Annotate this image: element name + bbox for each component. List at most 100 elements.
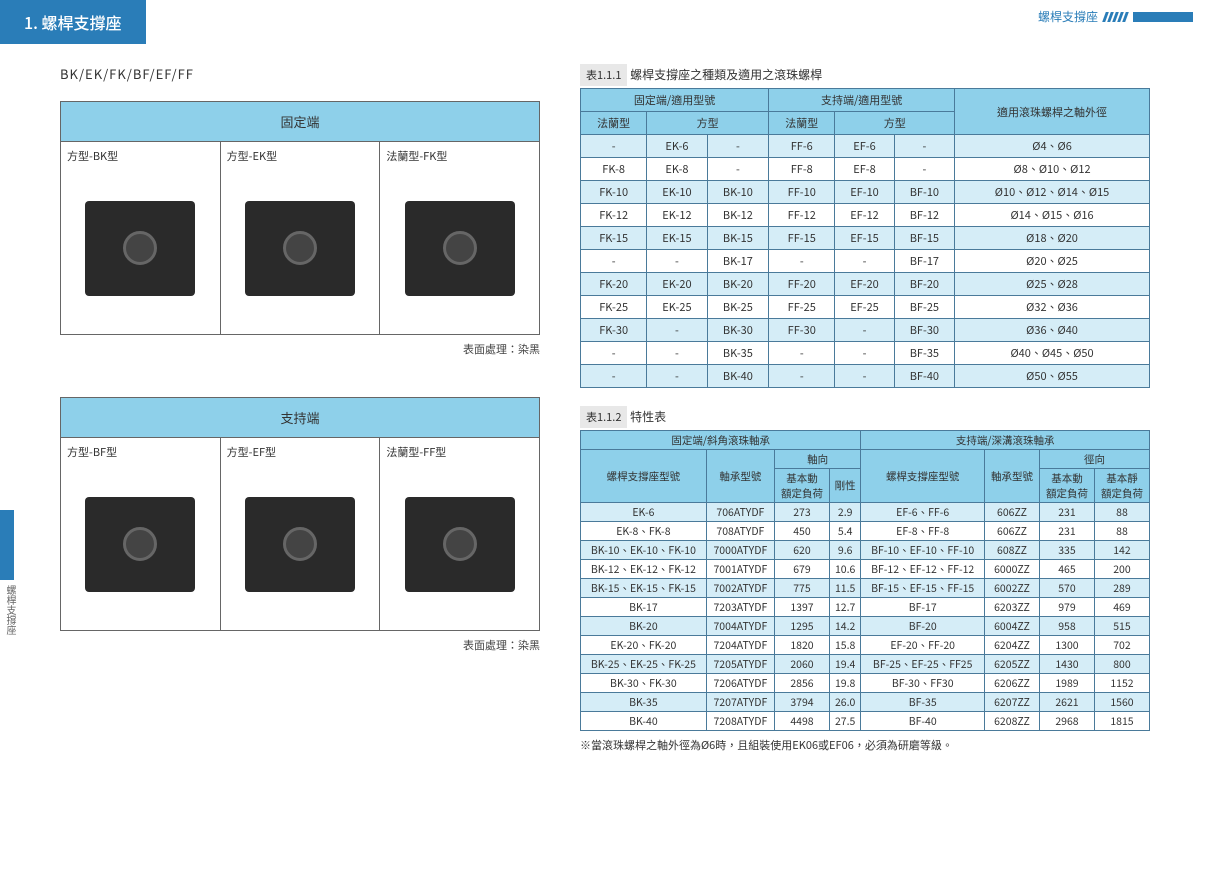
table-cell: BK-25、EK-25、FK-25 xyxy=(581,655,707,674)
panel2-label-2: 法蘭型-FF型 xyxy=(386,444,533,460)
table-cell: 11.5 xyxy=(829,579,860,598)
table-cell: 6206ZZ xyxy=(985,674,1040,693)
table-cell: Ø4、Ø6 xyxy=(955,135,1150,158)
table-cell: - xyxy=(835,250,894,273)
table-cell: 9.6 xyxy=(829,541,860,560)
table-cell: EK-8、FK-8 xyxy=(581,522,707,541)
table-cell: EK-25 xyxy=(647,296,707,319)
table-cell: - xyxy=(647,365,707,388)
table-cell: 12.7 xyxy=(829,598,860,617)
table-cell: EK-15 xyxy=(647,227,707,250)
table-cell: 5.4 xyxy=(829,522,860,541)
table-cell: FF-15 xyxy=(769,227,835,250)
table-cell: BK-12 xyxy=(707,204,769,227)
header-right-label: 螺桿支撐座 xyxy=(1038,8,1098,25)
panel1-label-1: 方型-EK型 xyxy=(227,148,374,164)
table-cell: - xyxy=(769,365,835,388)
table-cell: 19.4 xyxy=(829,655,860,674)
panel1-label-2: 法蘭型-FK型 xyxy=(386,148,533,164)
table-cell: EK-8 xyxy=(647,158,707,181)
table-cell: BF-17 xyxy=(861,598,985,617)
table-cell: 88 xyxy=(1094,503,1149,522)
t1-sub4: 方型 xyxy=(835,112,955,135)
table-cell: BF-15、EF-15、FF-15 xyxy=(861,579,985,598)
table-cell: EF-12 xyxy=(835,204,894,227)
table-cell: EF-6、FF-6 xyxy=(861,503,985,522)
table2-caption-text: 特性表 xyxy=(630,408,666,425)
table-cell: 6004ZZ xyxy=(985,617,1040,636)
product-image-ff xyxy=(386,464,533,624)
table-cell: 2856 xyxy=(774,674,829,693)
table1-caption-prefix: 表1.1.1 xyxy=(580,64,627,86)
table-row: FK-30-BK-30FF-30-BF-30Ø36、Ø40 xyxy=(581,319,1150,342)
table-cell: 450 xyxy=(774,522,829,541)
table-cell: 1300 xyxy=(1039,636,1094,655)
table-cell: 15.8 xyxy=(829,636,860,655)
table-row: EK-8、FK-8708ATYDF4505.4EF-8、FF-8606ZZ231… xyxy=(581,522,1150,541)
t1-h2: 支持端/適用型號 xyxy=(769,89,955,112)
table-cell: BK-30 xyxy=(707,319,769,342)
table2: 固定端/斜角滾珠軸承 支持端/深溝滾珠軸承 螺桿支撐座型號 軸承型號 軸向 螺桿… xyxy=(580,430,1150,731)
table-cell: - xyxy=(581,250,647,273)
table-cell: 1560 xyxy=(1094,693,1149,712)
table-cell: EF-10 xyxy=(835,181,894,204)
table-row: BK-207004ATYDF129514.2BF-206004ZZ958515 xyxy=(581,617,1150,636)
table-cell: FF-8 xyxy=(769,158,835,181)
table-cell: 465 xyxy=(1039,560,1094,579)
table-cell: 88 xyxy=(1094,522,1149,541)
t2-h1: 固定端/斜角滾珠軸承 xyxy=(581,431,861,450)
table-cell: 570 xyxy=(1039,579,1094,598)
table-cell: 6208ZZ xyxy=(985,712,1040,731)
table-cell: 469 xyxy=(1094,598,1149,617)
table-cell: 6203ZZ xyxy=(985,598,1040,617)
table-cell: BF-15 xyxy=(894,227,954,250)
table-cell: 27.5 xyxy=(829,712,860,731)
table-row: EK-20、FK-207204ATYDF182015.8EF-20、FF-206… xyxy=(581,636,1150,655)
table-cell: 1152 xyxy=(1094,674,1149,693)
table-cell: 1397 xyxy=(774,598,829,617)
t2-s4: 螺桿支撐座型號 xyxy=(861,450,985,503)
table-cell: - xyxy=(647,250,707,273)
product-image-ek xyxy=(227,168,374,328)
stripe-decoration xyxy=(1104,12,1127,22)
table-cell: BF-25 xyxy=(894,296,954,319)
panel1-cell-2: 法蘭型-FK型 xyxy=(380,142,539,334)
table-cell: 1430 xyxy=(1039,655,1094,674)
table-cell: - xyxy=(835,342,894,365)
product-image-bf xyxy=(67,464,214,624)
table-cell: FK-30 xyxy=(581,319,647,342)
table-cell: - xyxy=(581,135,647,158)
table-cell: 1815 xyxy=(1094,712,1149,731)
table-row: BK-177203ATYDF139712.7BF-176203ZZ979469 xyxy=(581,598,1150,617)
table-row: FK-12EK-12BK-12FF-12EF-12BF-12Ø14、Ø15、Ø1… xyxy=(581,204,1150,227)
table-cell: 1295 xyxy=(774,617,829,636)
table-cell: FF-12 xyxy=(769,204,835,227)
page-title: 1. 螺桿支撐座 xyxy=(0,0,146,44)
table-cell: - xyxy=(647,319,707,342)
side-tab xyxy=(0,510,14,580)
table-cell: 1820 xyxy=(774,636,829,655)
table-cell: 273 xyxy=(774,503,829,522)
table-cell: BF-12 xyxy=(894,204,954,227)
side-label: 螺桿支撐座 xyxy=(4,585,19,635)
table-cell: 289 xyxy=(1094,579,1149,598)
table-cell: 200 xyxy=(1094,560,1149,579)
table-cell: 7203ATYDF xyxy=(706,598,774,617)
table-cell: - xyxy=(581,365,647,388)
panel1-head: 固定端 xyxy=(60,101,540,141)
table-row: --BK-40--BF-40Ø50、Ø55 xyxy=(581,365,1150,388)
t1-sub2: 方型 xyxy=(647,112,769,135)
header: 1. 螺桿支撐座 螺桿支撐座 xyxy=(0,0,1217,44)
table-cell: BK-25 xyxy=(707,296,769,319)
table-cell: 800 xyxy=(1094,655,1149,674)
table-cell: - xyxy=(894,158,954,181)
table1-caption-text: 螺桿支撐座之種類及適用之滾珠螺桿 xyxy=(630,66,822,83)
table-cell: 142 xyxy=(1094,541,1149,560)
footnote: ※當滾珠螺桿之軸外徑為Ø6時，且組裝使用EK06或EF06，必須為研磨等級。 xyxy=(580,737,1150,753)
table-cell: - xyxy=(769,250,835,273)
table-cell: 335 xyxy=(1039,541,1094,560)
panel1-cell-1: 方型-EK型 xyxy=(221,142,381,334)
table-cell: 26.0 xyxy=(829,693,860,712)
table-cell: BK-10、EK-10、FK-10 xyxy=(581,541,707,560)
t2-s1: 螺桿支撐座型號 xyxy=(581,450,707,503)
